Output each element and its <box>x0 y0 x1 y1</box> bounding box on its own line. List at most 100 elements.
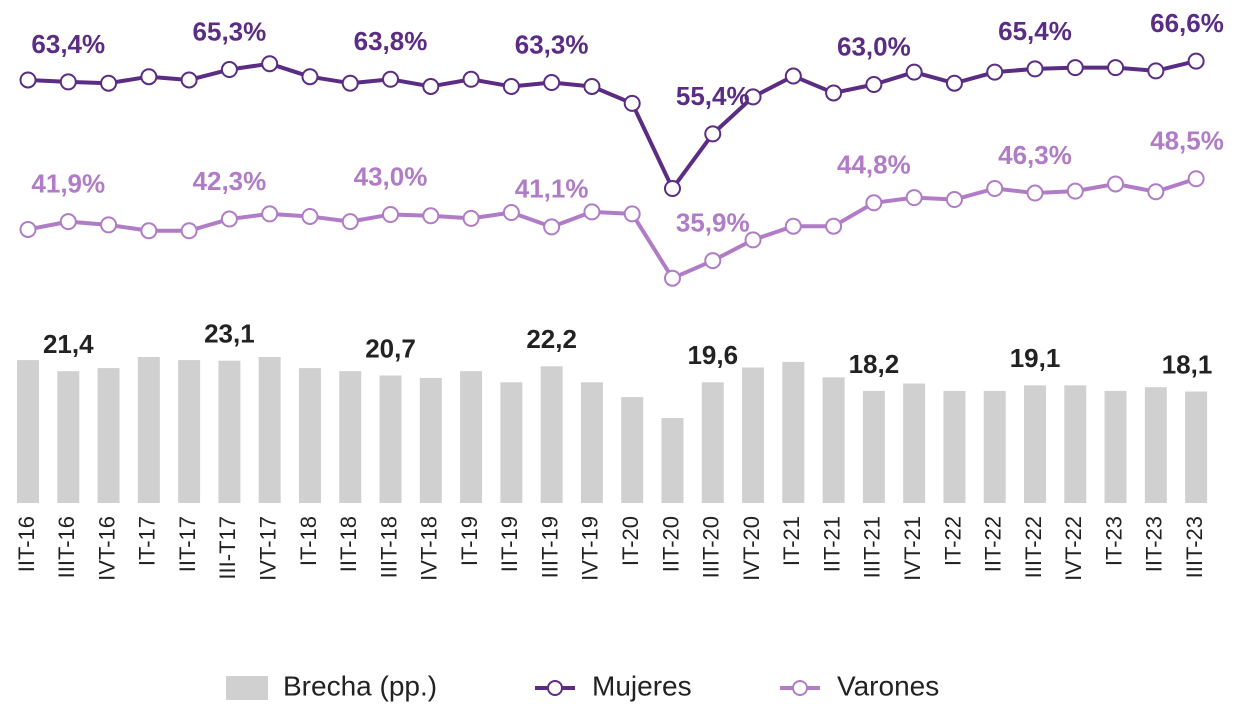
bar <box>97 368 120 503</box>
point <box>1066 182 1084 200</box>
point <box>1147 62 1165 80</box>
point-label: 41,1% <box>515 174 589 204</box>
point-label: 46,3% <box>998 140 1072 170</box>
bar <box>339 371 362 503</box>
x-tick-label: IVT-18 <box>417 516 442 581</box>
point-label: 44,8% <box>837 150 911 180</box>
point <box>784 67 802 85</box>
point <box>301 68 319 86</box>
x-tick-label: IT-22 <box>940 516 965 566</box>
point-label: 43,0% <box>354 161 428 191</box>
x-tick-label: IIIT-21 <box>860 516 885 578</box>
x-tick-label: IIT-20 <box>658 516 683 572</box>
point <box>220 210 238 228</box>
point <box>462 70 480 88</box>
x-tick-label: IIT-23 <box>1142 516 1167 572</box>
bar <box>862 390 885 503</box>
bar <box>1144 387 1167 503</box>
bar <box>298 368 321 503</box>
point <box>341 74 359 92</box>
bar <box>258 357 281 503</box>
point-label: 48,5% <box>1150 126 1224 156</box>
point-label: 35,9% <box>676 208 750 238</box>
bar-label: 19,1 <box>1010 343 1061 373</box>
bar-label: 23,1 <box>204 319 255 349</box>
legend-swatch <box>792 680 808 696</box>
bar <box>1104 390 1127 503</box>
point <box>19 220 37 238</box>
x-tick-label: IIT-16 <box>14 516 39 572</box>
legend-item: Brecha (pp.) <box>226 670 437 701</box>
bar <box>17 360 39 503</box>
x-tick-label: IT-21 <box>779 516 804 566</box>
point <box>865 76 883 93</box>
x-tick-label: IT-18 <box>296 516 321 566</box>
bar <box>540 366 563 503</box>
point <box>502 204 520 222</box>
point <box>301 207 319 225</box>
bar <box>1185 391 1208 503</box>
point-label: 63,3% <box>515 29 589 59</box>
point <box>100 74 118 92</box>
bar <box>460 371 483 503</box>
bar-label: 21,4 <box>43 329 94 359</box>
bar <box>742 367 765 503</box>
x-tick-label: IVT-20 <box>739 516 764 581</box>
legend-swatch <box>547 680 563 696</box>
point <box>583 77 601 95</box>
point <box>462 209 480 227</box>
bar <box>701 382 724 503</box>
bar <box>419 377 442 503</box>
bar-label: 19,6 <box>687 340 738 370</box>
point <box>704 252 722 270</box>
bar <box>903 383 926 503</box>
point <box>1026 184 1044 202</box>
bar <box>1024 385 1046 503</box>
legend-label: Mujeres <box>592 670 692 701</box>
bar <box>621 397 644 503</box>
point <box>663 180 681 197</box>
point <box>1026 60 1044 78</box>
bar <box>580 382 603 503</box>
x-tick-label: IIT-19 <box>497 516 522 572</box>
point <box>1187 170 1205 188</box>
point <box>422 207 440 225</box>
bar <box>137 357 160 503</box>
x-tick-label: IIIT-23 <box>1182 516 1207 578</box>
point <box>825 217 843 235</box>
point <box>1187 52 1205 70</box>
bar <box>822 377 845 503</box>
bar <box>57 371 80 503</box>
bar-label: 22,2 <box>526 324 577 354</box>
x-tick-label: IT-19 <box>457 516 482 566</box>
point <box>382 206 400 223</box>
point <box>59 73 77 91</box>
point <box>1107 59 1125 77</box>
point <box>986 180 1004 197</box>
x-tick-label: IIT-21 <box>819 516 844 572</box>
x-tick-label: IIIT-19 <box>537 516 562 578</box>
point <box>1066 59 1084 77</box>
point <box>1147 183 1165 201</box>
point <box>180 222 198 240</box>
x-tick-label: IT-20 <box>618 516 643 566</box>
point <box>59 213 77 231</box>
point-label: 41,9% <box>31 169 105 199</box>
point <box>825 84 843 102</box>
point <box>543 74 561 92</box>
point <box>986 63 1004 81</box>
x-tick-label: IIIT-16 <box>54 516 79 578</box>
point <box>341 213 359 231</box>
bar <box>379 375 402 503</box>
point-label: 65,4% <box>998 16 1072 46</box>
x-tick-label: IIIT-20 <box>699 516 724 578</box>
point <box>180 71 198 89</box>
x-tick-label: IVT-17 <box>255 516 280 581</box>
bar-label: 20,7 <box>365 333 416 363</box>
point <box>583 203 601 221</box>
bar <box>500 382 523 503</box>
point <box>623 205 641 223</box>
point <box>140 68 158 86</box>
point <box>100 216 118 234</box>
point <box>502 77 520 95</box>
